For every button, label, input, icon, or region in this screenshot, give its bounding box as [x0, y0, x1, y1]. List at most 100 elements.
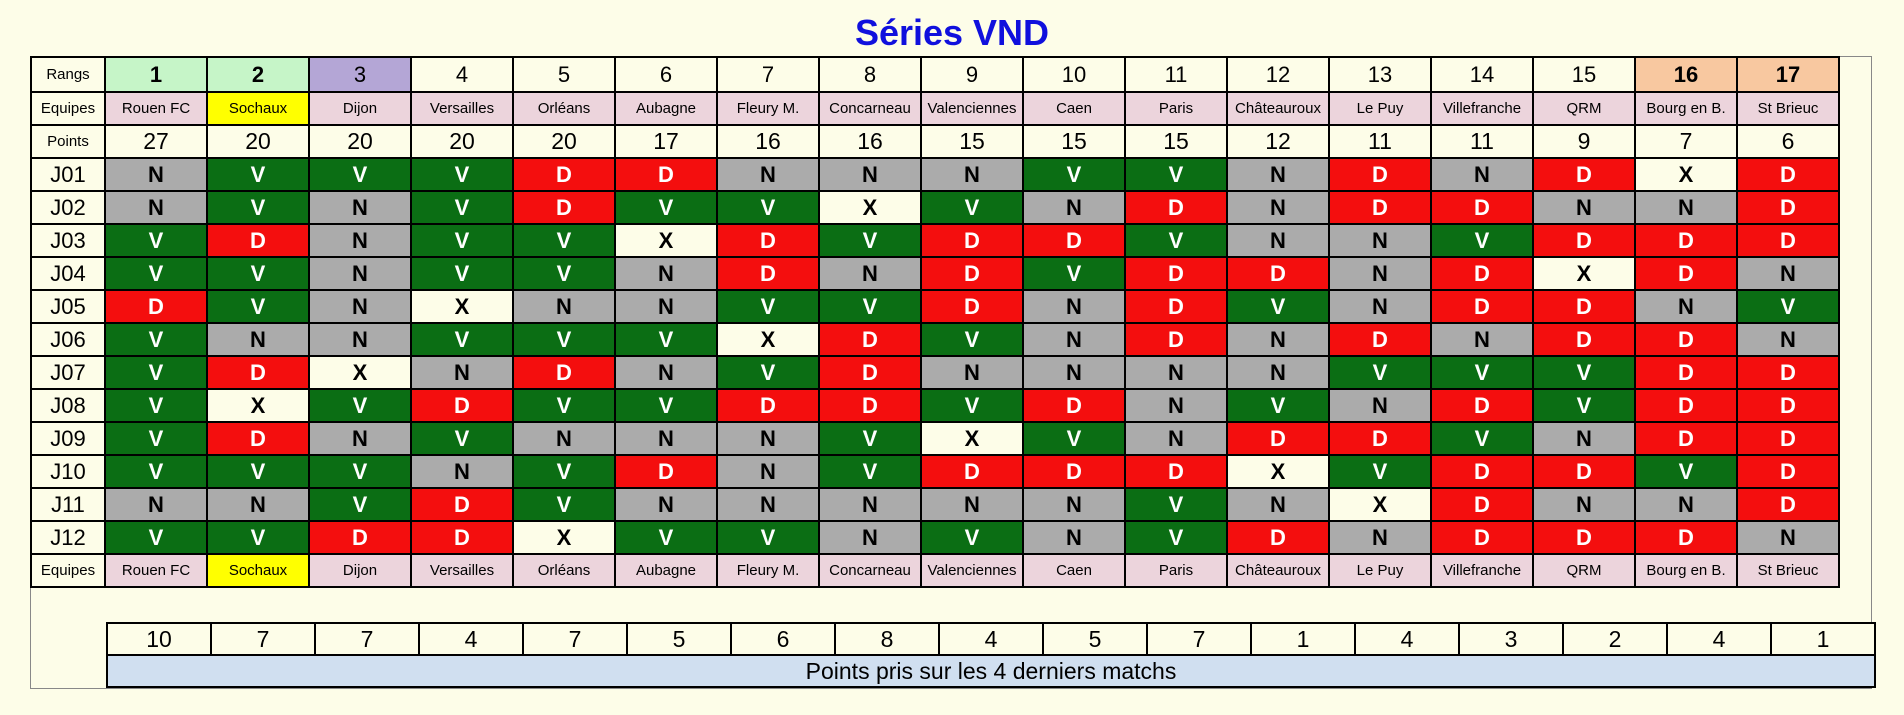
result-cell: D: [1736, 388, 1840, 423]
result-cell: V: [1226, 388, 1330, 423]
last4-caption: Points pris sur les 4 derniers matchs: [106, 654, 1876, 688]
result-cell: N: [1022, 322, 1126, 357]
points-cell: 11: [1328, 124, 1432, 159]
result-cell: N: [104, 190, 208, 225]
last4-cell: 1: [1250, 622, 1356, 656]
result-cell: N: [512, 289, 616, 324]
result-cell: V: [1124, 520, 1228, 555]
result-cell: V: [206, 520, 310, 555]
last4-cell: 10: [106, 622, 212, 656]
result-cell: D: [1634, 256, 1738, 291]
result-cell: V: [920, 322, 1024, 357]
result-cell: V: [614, 322, 718, 357]
result-cell: N: [1022, 520, 1126, 555]
result-cell: N: [920, 157, 1024, 192]
result-cell: V: [410, 256, 514, 291]
team-row-label: Equipes: [30, 91, 106, 126]
result-cell: D: [1430, 256, 1534, 291]
matchday-label: J07: [30, 355, 106, 390]
result-cell: N: [614, 487, 718, 522]
result-cell: V: [920, 190, 1024, 225]
team-name-cell: St Brieuc: [1736, 91, 1840, 126]
matchday-label: J10: [30, 454, 106, 489]
result-cell: N: [1124, 421, 1228, 456]
result-cell: N: [308, 289, 412, 324]
result-cell: D: [410, 487, 514, 522]
chart-title: Séries VND: [854, 12, 1050, 53]
team-name-cell: St Brieuc: [1736, 553, 1840, 588]
result-cell: V: [1124, 487, 1228, 522]
result-cell: N: [1022, 289, 1126, 324]
result-cell: D: [920, 289, 1024, 324]
result-cell: D: [716, 223, 820, 258]
result-cell: D: [1124, 256, 1228, 291]
result-cell: N: [716, 487, 820, 522]
rank-cell: 5: [512, 56, 616, 93]
result-cell: N: [1226, 223, 1330, 258]
result-cell: N: [1532, 487, 1636, 522]
team-name-cell: Châteauroux: [1226, 553, 1330, 588]
result-cell: N: [818, 487, 922, 522]
result-cell: V: [206, 256, 310, 291]
result-cell: D: [1532, 454, 1636, 489]
result-cell: N: [410, 454, 514, 489]
result-cell: N: [308, 256, 412, 291]
points-cell: 17: [614, 124, 718, 159]
result-cell: D: [614, 157, 718, 192]
matchday-label: J06: [30, 322, 106, 357]
result-cell: N: [1226, 190, 1330, 225]
matchday-row: J01 N V V V D D N N N V V N D N D X D: [30, 157, 1840, 192]
result-cell: N: [1736, 520, 1840, 555]
last4-cell: 2: [1562, 622, 1668, 656]
result-cell: N: [1226, 355, 1330, 390]
result-cell: N: [818, 256, 922, 291]
result-cell: N: [1634, 190, 1738, 225]
result-cell: N: [104, 487, 208, 522]
result-cell: V: [104, 520, 208, 555]
matchday-row: J12 V V D D X V V N V N V D N D D D N: [30, 520, 1840, 555]
points-row-label: Points: [30, 124, 106, 159]
team-name-cell: Paris: [1124, 91, 1228, 126]
team-name-cell: Valenciennes: [920, 91, 1024, 126]
result-cell: V: [308, 157, 412, 192]
result-cell: D: [1124, 322, 1228, 357]
result-cell: D: [1532, 223, 1636, 258]
result-cell: V: [512, 256, 616, 291]
result-cell: X: [920, 421, 1024, 456]
result-cell: D: [1328, 322, 1432, 357]
result-cell: D: [1124, 289, 1228, 324]
result-cell: V: [410, 322, 514, 357]
result-cell: X: [410, 289, 514, 324]
result-cell: N: [1328, 388, 1432, 423]
result-cell: D: [1634, 520, 1738, 555]
rank-cell: 12: [1226, 56, 1330, 93]
result-cell: N: [1124, 388, 1228, 423]
team-name-cell: Valenciennes: [920, 553, 1024, 588]
team-row-label: Equipes: [30, 553, 106, 588]
result-cell: V: [308, 454, 412, 489]
result-cell: V: [716, 520, 820, 555]
result-cell: V: [1328, 355, 1432, 390]
team-name-cell: QRM: [1532, 91, 1636, 126]
result-cell: X: [1328, 487, 1432, 522]
result-cell: X: [614, 223, 718, 258]
team-name-cell: Bourg en B.: [1634, 553, 1738, 588]
last4-cell: 7: [210, 622, 316, 656]
result-cell: D: [716, 256, 820, 291]
result-cell: N: [1226, 322, 1330, 357]
team-name-cell: QRM: [1532, 553, 1636, 588]
result-cell: D: [206, 421, 310, 456]
result-cell: V: [104, 223, 208, 258]
last4-cell: 4: [1666, 622, 1772, 656]
result-cell: N: [818, 157, 922, 192]
team-name-cell: Paris: [1124, 553, 1228, 588]
result-cell: V: [1532, 388, 1636, 423]
team-name-cell: Aubagne: [614, 91, 718, 126]
rank-cell: 13: [1328, 56, 1432, 93]
matchday-row: J02 N V N V D V V X V N D N D D N N D: [30, 190, 1840, 225]
rank-row: Rangs 1 2 3 4 5 6 7 8 9 10 11 12 13 14 15 16 17: [30, 56, 1840, 93]
result-cell: D: [1634, 421, 1738, 456]
result-cell: V: [716, 355, 820, 390]
result-cell: V: [1022, 421, 1126, 456]
matchday-label: J04: [30, 256, 106, 291]
